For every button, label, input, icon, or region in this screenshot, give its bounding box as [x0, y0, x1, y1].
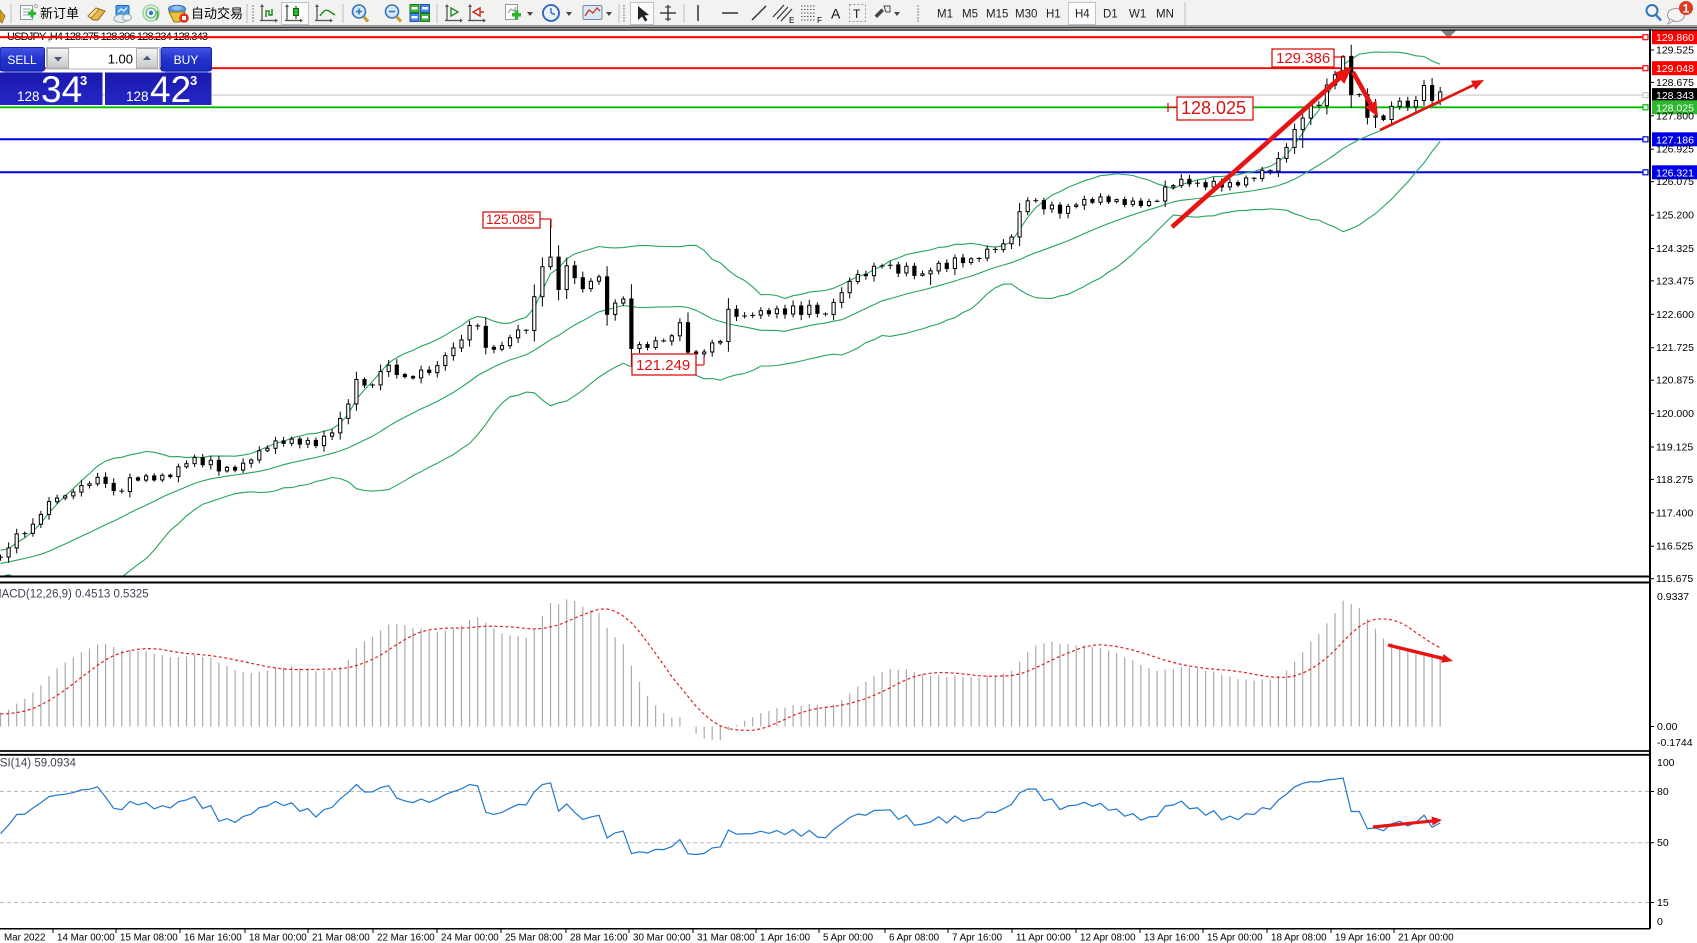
- svg-text:80: 80: [1657, 786, 1669, 798]
- svg-text:126.925: 126.925: [1656, 144, 1694, 156]
- svg-text:30 Mar 00:00: 30 Mar 00:00: [633, 933, 691, 943]
- svg-text:22 Mar 16:00: 22 Mar 16:00: [377, 933, 435, 943]
- svg-text:A: A: [831, 6, 841, 22]
- svg-text:123.475: 123.475: [1656, 275, 1694, 287]
- svg-text:21 Apr 00:00: 21 Apr 00:00: [1398, 933, 1454, 943]
- svg-text:125.085: 125.085: [486, 212, 535, 227]
- svg-text:115.675: 115.675: [1656, 573, 1693, 585]
- svg-text:1: 1: [1683, 2, 1690, 16]
- svg-text:129.860: 129.860: [1656, 32, 1694, 44]
- svg-text:D1: D1: [1103, 9, 1118, 21]
- svg-text:120.000: 120.000: [1656, 408, 1694, 420]
- svg-text:124.325: 124.325: [1656, 243, 1694, 255]
- svg-text:24 Mar 00:00: 24 Mar 00:00: [441, 933, 499, 943]
- svg-text:128.025: 128.025: [1656, 102, 1694, 114]
- svg-text:127.800: 127.800: [1656, 110, 1694, 122]
- svg-text:126.321: 126.321: [1656, 167, 1694, 179]
- svg-text:15 Mar 08:00: 15 Mar 08:00: [120, 933, 178, 943]
- svg-text:122.600: 122.600: [1656, 309, 1694, 321]
- svg-text:16 Mar 16:00: 16 Mar 16:00: [184, 933, 242, 943]
- svg-text:5 Apr 00:00: 5 Apr 00:00: [823, 933, 874, 943]
- svg-text:H4: H4: [1075, 9, 1090, 21]
- svg-text:129.048: 129.048: [1656, 63, 1694, 75]
- svg-text:T: T: [853, 7, 861, 21]
- svg-text:H1: H1: [1046, 9, 1061, 21]
- svg-text:121.725: 121.725: [1656, 342, 1694, 354]
- svg-text:129.525: 129.525: [1656, 45, 1694, 57]
- svg-text:W1: W1: [1129, 9, 1146, 21]
- svg-text:128: 128: [126, 89, 149, 104]
- svg-text:3: 3: [190, 73, 197, 88]
- svg-text:125.200: 125.200: [1656, 210, 1694, 222]
- svg-text:RSI(14) 59.0934: RSI(14) 59.0934: [0, 758, 76, 770]
- svg-text:129.386: 129.386: [1276, 50, 1330, 67]
- svg-text:M15: M15: [986, 9, 1008, 21]
- svg-text:MN: MN: [1156, 9, 1174, 21]
- svg-text:6 Apr 08:00: 6 Apr 08:00: [889, 933, 940, 943]
- svg-text:MACD(12,26,9) 0.4513 0.5325: MACD(12,26,9) 0.4513 0.5325: [0, 589, 149, 601]
- svg-text:119.125: 119.125: [1656, 442, 1693, 454]
- svg-text:116.525: 116.525: [1656, 541, 1693, 553]
- svg-text:117.400: 117.400: [1656, 507, 1693, 519]
- svg-text:19 Apr 16:00: 19 Apr 16:00: [1335, 933, 1391, 943]
- svg-text:14 Mar 00:00: 14 Mar 00:00: [57, 933, 115, 943]
- svg-text:SELL: SELL: [7, 53, 37, 67]
- svg-text:BUY: BUY: [174, 53, 199, 67]
- svg-text:128.675: 128.675: [1656, 77, 1694, 89]
- svg-text:128: 128: [17, 89, 40, 104]
- svg-text:F: F: [817, 16, 822, 25]
- svg-text:21 Mar 08:00: 21 Mar 08:00: [312, 933, 370, 943]
- svg-text:7 Apr 16:00: 7 Apr 16:00: [952, 933, 1003, 943]
- svg-text:新订单: 新订单: [40, 6, 79, 21]
- svg-text:18 Mar 00:00: 18 Mar 00:00: [249, 933, 307, 943]
- svg-text:自动交易: 自动交易: [191, 6, 243, 21]
- svg-text:126.075: 126.075: [1656, 176, 1694, 188]
- svg-text:M5: M5: [962, 9, 978, 21]
- svg-text:Mar 2022: Mar 2022: [4, 933, 45, 943]
- svg-text:50: 50: [1657, 837, 1669, 849]
- svg-text:E: E: [789, 16, 794, 25]
- svg-text:13 Apr 16:00: 13 Apr 16:00: [1144, 933, 1200, 943]
- svg-text:128.025: 128.025: [1181, 98, 1246, 118]
- svg-text:3: 3: [80, 73, 87, 88]
- svg-text:11 Apr 00:00: 11 Apr 00:00: [1016, 933, 1071, 943]
- svg-text:0.9337: 0.9337: [1657, 591, 1689, 603]
- svg-text:0: 0: [1657, 916, 1663, 928]
- svg-text:15: 15: [1657, 897, 1669, 909]
- svg-text:1 Apr 16:00: 1 Apr 16:00: [760, 933, 811, 943]
- svg-text:127.186: 127.186: [1656, 134, 1694, 146]
- svg-text:100: 100: [1657, 757, 1675, 769]
- svg-text:-0.1744: -0.1744: [1657, 737, 1693, 749]
- svg-text:M1: M1: [937, 9, 953, 21]
- svg-text:120.875: 120.875: [1656, 375, 1694, 387]
- svg-text:34: 34: [41, 69, 82, 110]
- svg-text:18 Apr 08:00: 18 Apr 08:00: [1271, 933, 1327, 943]
- svg-text:M30: M30: [1015, 9, 1037, 21]
- svg-text:42: 42: [150, 69, 191, 110]
- svg-text:28 Mar 16:00: 28 Mar 16:00: [570, 933, 628, 943]
- svg-text:15 Apr 00:00: 15 Apr 00:00: [1207, 933, 1263, 943]
- svg-text:121.249: 121.249: [636, 357, 690, 374]
- svg-text:25 Mar 08:00: 25 Mar 08:00: [505, 933, 563, 943]
- svg-text:118.275: 118.275: [1656, 474, 1693, 486]
- svg-text:31 Mar 08:00: 31 Mar 08:00: [697, 933, 755, 943]
- svg-text:12 Apr 08:00: 12 Apr 08:00: [1080, 933, 1136, 943]
- svg-text:128.343: 128.343: [1656, 90, 1694, 102]
- svg-text:1.00: 1.00: [108, 52, 133, 67]
- svg-text:0.00: 0.00: [1657, 721, 1678, 733]
